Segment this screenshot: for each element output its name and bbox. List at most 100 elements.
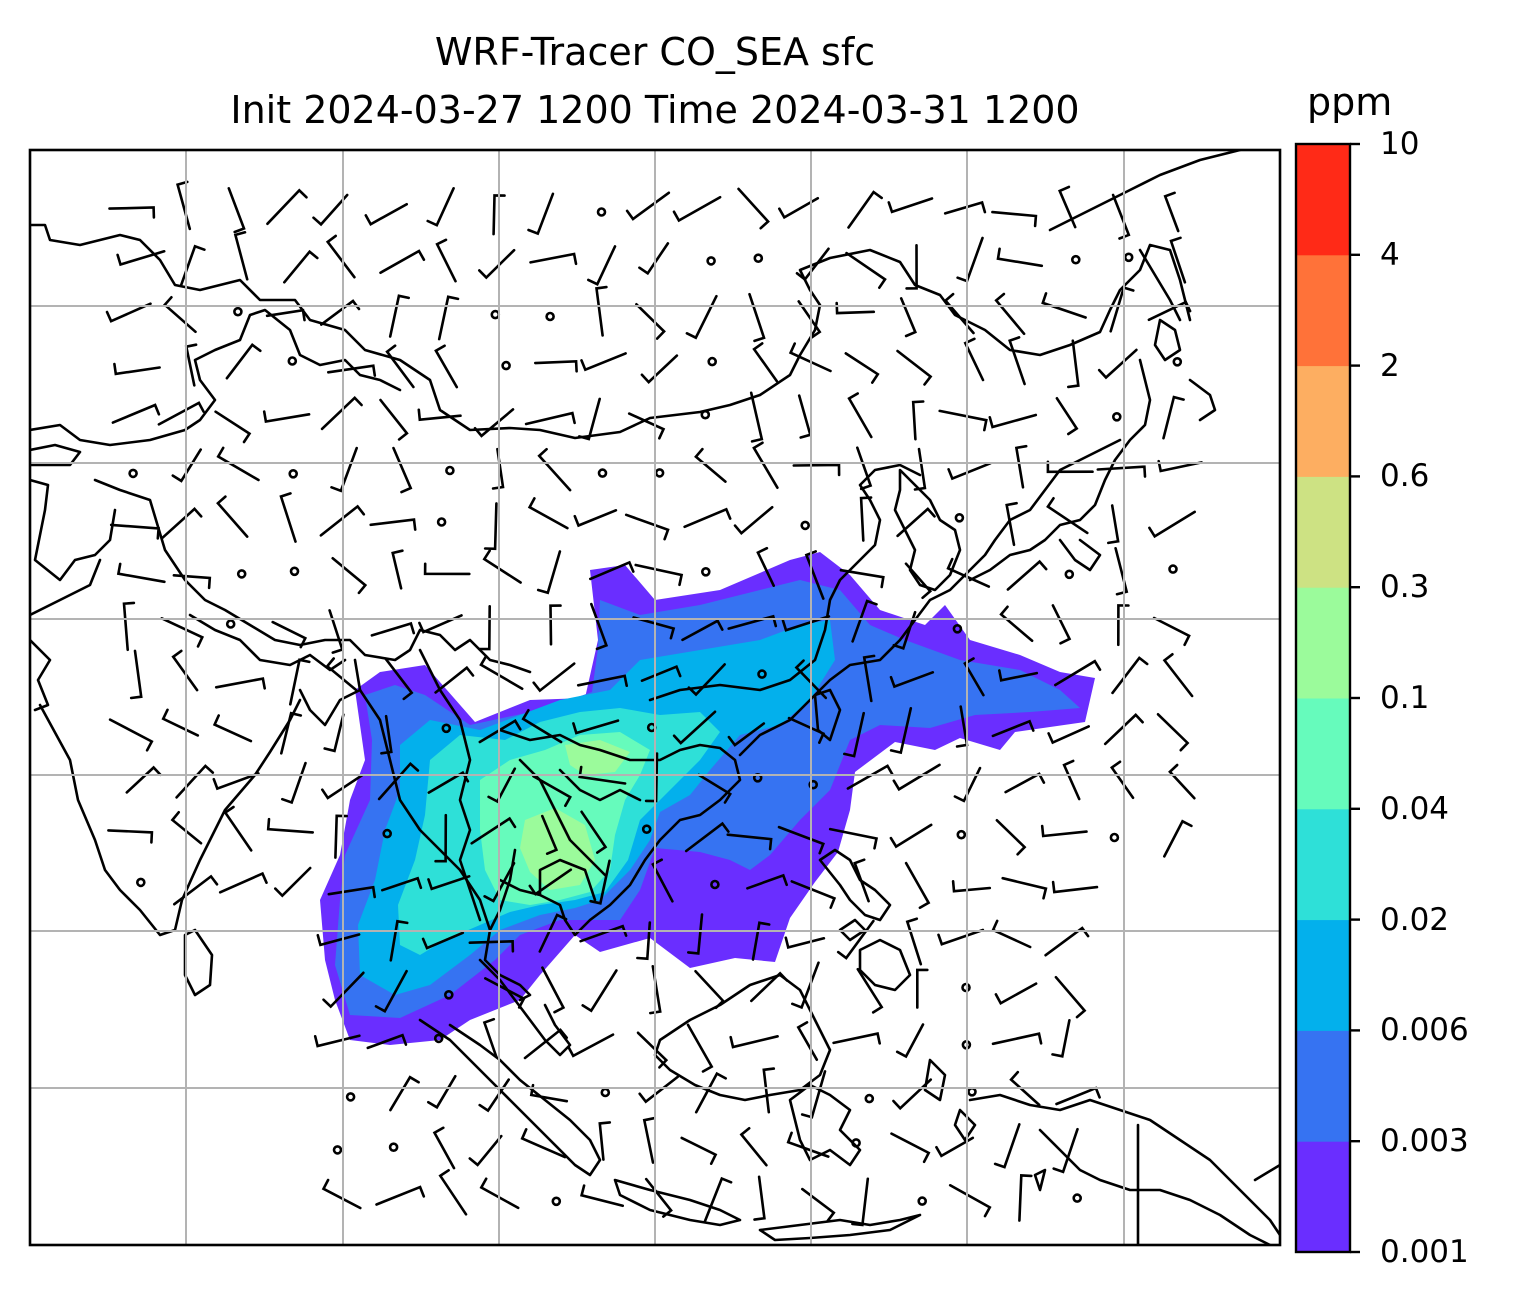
wind-barb <box>1001 876 1048 900</box>
wind-barb <box>325 657 358 692</box>
wind-barb <box>427 770 470 794</box>
wind-barb <box>895 1023 925 1059</box>
wind-barb <box>214 410 252 444</box>
wind-barb <box>991 1032 1043 1046</box>
wind-barb <box>680 1136 718 1165</box>
calm-wind-marker <box>707 356 718 367</box>
wind-barb <box>108 718 154 752</box>
luzon-coastline <box>818 848 892 922</box>
wind-barb <box>1109 760 1135 800</box>
calm-wind-marker <box>225 619 236 629</box>
wind-barb <box>418 614 463 634</box>
wind-barb <box>1054 975 1087 1019</box>
central-asia-borders <box>30 308 402 447</box>
wind-barb <box>697 773 732 804</box>
colorbar-tick-label: 0.003 <box>1380 1123 1469 1160</box>
colorbar-tick-label: 0.001 <box>1380 1234 1469 1270</box>
wind-barb <box>279 492 297 543</box>
wind-barb <box>321 1178 362 1210</box>
wind-barb <box>751 921 771 961</box>
wind-barb <box>737 187 770 230</box>
wind-barb <box>589 859 611 905</box>
wind-barb <box>687 913 704 955</box>
wind-barb <box>173 874 219 906</box>
calm-wind-marker <box>551 1196 562 1207</box>
wind-barb <box>492 194 506 236</box>
wind-barb <box>640 354 679 384</box>
hokkaido-coastline <box>1153 318 1182 362</box>
colorbar <box>1296 142 1360 1254</box>
wind-barb <box>762 1067 776 1114</box>
field-level-5-south <box>520 808 595 890</box>
wind-barb <box>911 400 925 441</box>
wind-barb <box>749 391 764 443</box>
wind-barb <box>788 342 832 373</box>
wind-barb <box>625 191 671 221</box>
wind-barb <box>216 495 249 538</box>
wind-barb <box>1018 1174 1033 1222</box>
wind-barb <box>1041 292 1087 319</box>
wind-barb <box>1152 616 1191 647</box>
wind-barb <box>567 1033 615 1058</box>
wind-barb <box>482 1017 498 1059</box>
wind-barb <box>223 805 253 852</box>
sulawesi-coastline <box>788 1083 862 1167</box>
wind-barb <box>523 1028 568 1060</box>
colorbar-tick-label: 4 <box>1380 236 1400 273</box>
wind-barb <box>116 250 166 267</box>
wind-barb <box>366 1033 408 1050</box>
wind-barb <box>685 294 718 340</box>
wind-barb <box>892 610 917 650</box>
map-title: WRF-Tracer CO_SEA sfc <box>434 30 876 74</box>
wind-barb <box>520 1128 567 1159</box>
wind-barb <box>727 722 766 747</box>
wind-barb <box>320 299 361 326</box>
wind-barb <box>432 1126 456 1170</box>
wind-barb <box>105 302 152 323</box>
wind-barb <box>369 518 417 531</box>
wind-barb <box>694 447 727 483</box>
wind-barb <box>943 292 975 335</box>
wind-barb <box>1051 880 1099 894</box>
java-coastline <box>613 1178 742 1227</box>
wind-barb <box>948 1184 992 1218</box>
wind-barb <box>379 398 409 441</box>
wind-barb <box>538 913 568 953</box>
wind-barb <box>638 242 670 276</box>
wind-barb <box>1163 191 1180 233</box>
wind-barb <box>392 446 413 494</box>
wind-barb <box>377 761 420 801</box>
wind-barb <box>184 343 198 387</box>
colorbar-tick-label: 0.04 <box>1380 790 1450 827</box>
wind-barb <box>851 599 878 643</box>
wind-barb <box>792 463 841 477</box>
wind-barb <box>328 609 344 654</box>
wind-barb <box>572 719 620 735</box>
wind-barb <box>283 249 319 284</box>
wind-barb <box>790 880 837 909</box>
colorbar-segment <box>1296 144 1350 256</box>
wind-barb <box>889 707 913 755</box>
wind-barb <box>1040 824 1088 838</box>
wind-barb <box>995 819 1027 856</box>
wind-barb <box>391 549 404 590</box>
wind-barb <box>1014 444 1028 489</box>
wind-barb <box>991 210 1038 228</box>
colorbar-frame <box>1294 142 1352 1254</box>
wind-barb <box>468 939 515 953</box>
wind-barb <box>1051 604 1072 645</box>
wind-barb <box>157 401 205 426</box>
wind-barb <box>839 568 885 589</box>
wind-barb <box>417 408 462 422</box>
calm-wind-marker <box>443 989 454 1000</box>
wind-barb <box>1067 339 1080 389</box>
colorbar-tick-label: 0.6 <box>1380 458 1430 495</box>
colorbar-segment <box>1296 476 1350 588</box>
wind-barb <box>389 919 409 962</box>
wind-barb <box>541 814 559 855</box>
wind-barb <box>108 206 156 219</box>
wind-barb <box>1055 397 1079 436</box>
calm-wind-marker <box>808 779 819 790</box>
wind-barb <box>746 873 788 890</box>
maluku-islands-coastline <box>923 1058 1047 1192</box>
